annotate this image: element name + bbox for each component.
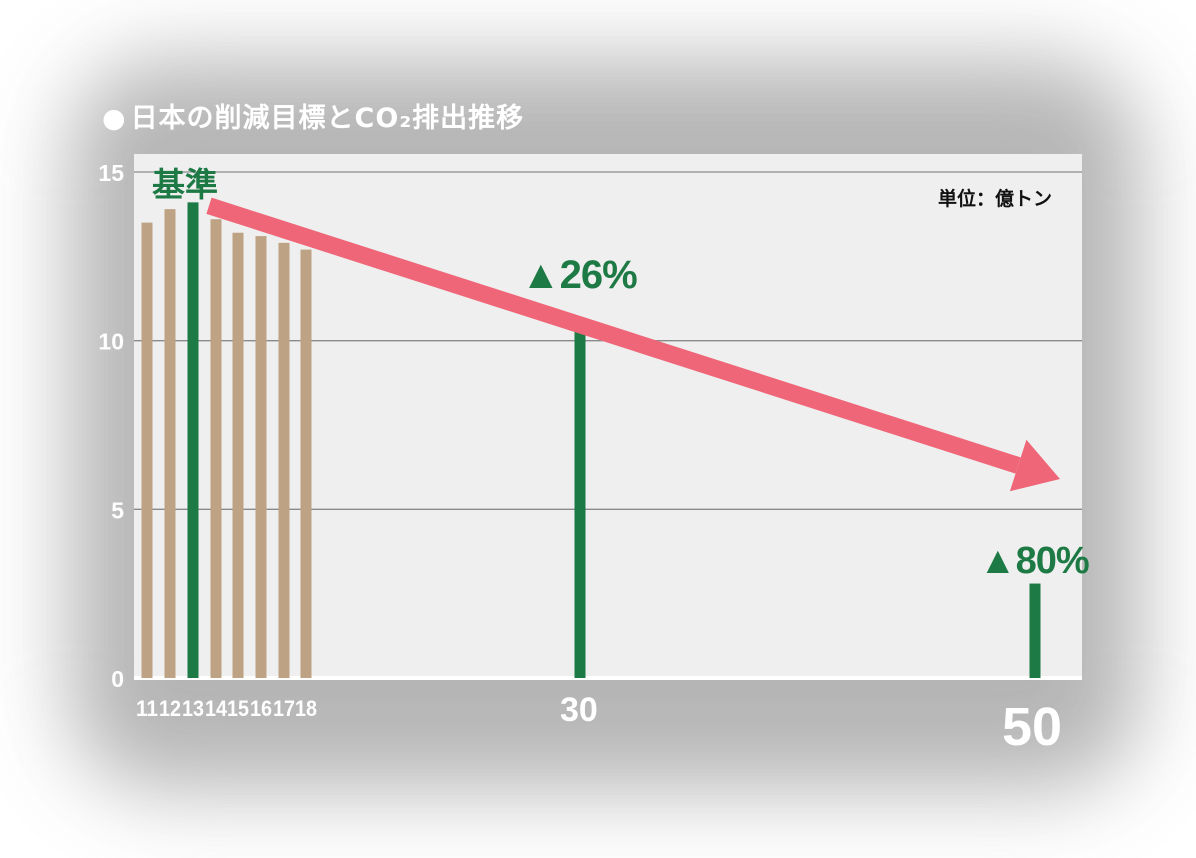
bar-50 — [1029, 583, 1041, 678]
bar-16 — [255, 236, 267, 679]
unit-label: 単位：億トン — [938, 188, 1053, 210]
plot-area — [134, 154, 1082, 678]
x-tick-label-15: 15 — [227, 696, 249, 721]
bar-30 — [574, 327, 586, 678]
y-tick-label-10: 10 — [98, 329, 124, 355]
bar-11 — [141, 222, 153, 678]
x-tick-label-13: 13 — [182, 696, 204, 721]
bars — [141, 202, 1041, 679]
x-tick-label-11: 11 — [136, 696, 158, 721]
chart-title-text: 日本の削減目標とCO₂排出推移 — [130, 103, 525, 134]
bar-15 — [232, 232, 244, 678]
x-tick-label-16: 16 — [250, 696, 272, 721]
y-tick-label-15: 15 — [98, 160, 124, 186]
trend-arrow-head — [1009, 439, 1060, 492]
y-axis-ticks: 0 5 10 15 — [98, 160, 124, 692]
chart-title: ● 日本の削減目標とCO₂排出推移 — [102, 96, 524, 135]
annotation-2050-reduction: ▲80% — [979, 540, 1090, 582]
x-tick-label-14: 14 — [205, 696, 228, 721]
x-tick-label-50: 50 — [1002, 697, 1063, 757]
bar-17 — [278, 242, 290, 678]
x-tick-label-30: 30 — [560, 691, 598, 729]
bar-12 — [164, 209, 176, 678]
y-tick-label-0: 0 — [111, 666, 124, 692]
x-tick-label-12: 12 — [159, 696, 181, 721]
y-tick-label-5: 5 — [111, 497, 124, 523]
annotation-2030-reduction: ▲26% — [521, 253, 638, 297]
trend-arrow — [206, 197, 1060, 492]
trend-arrow-shaft — [206, 197, 1021, 474]
x-axis-ticks: 11 12 13 14 15 16 17 18 — [136, 696, 317, 721]
bar-14 — [210, 219, 222, 678]
bar-18 — [300, 249, 312, 678]
bar-13 — [187, 202, 199, 679]
x-tick-label-18: 18 — [295, 696, 317, 721]
base-year-label: 基準 — [152, 165, 218, 204]
x-tick-label-17: 17 — [273, 696, 295, 721]
title-bullet: ● — [102, 103, 127, 134]
